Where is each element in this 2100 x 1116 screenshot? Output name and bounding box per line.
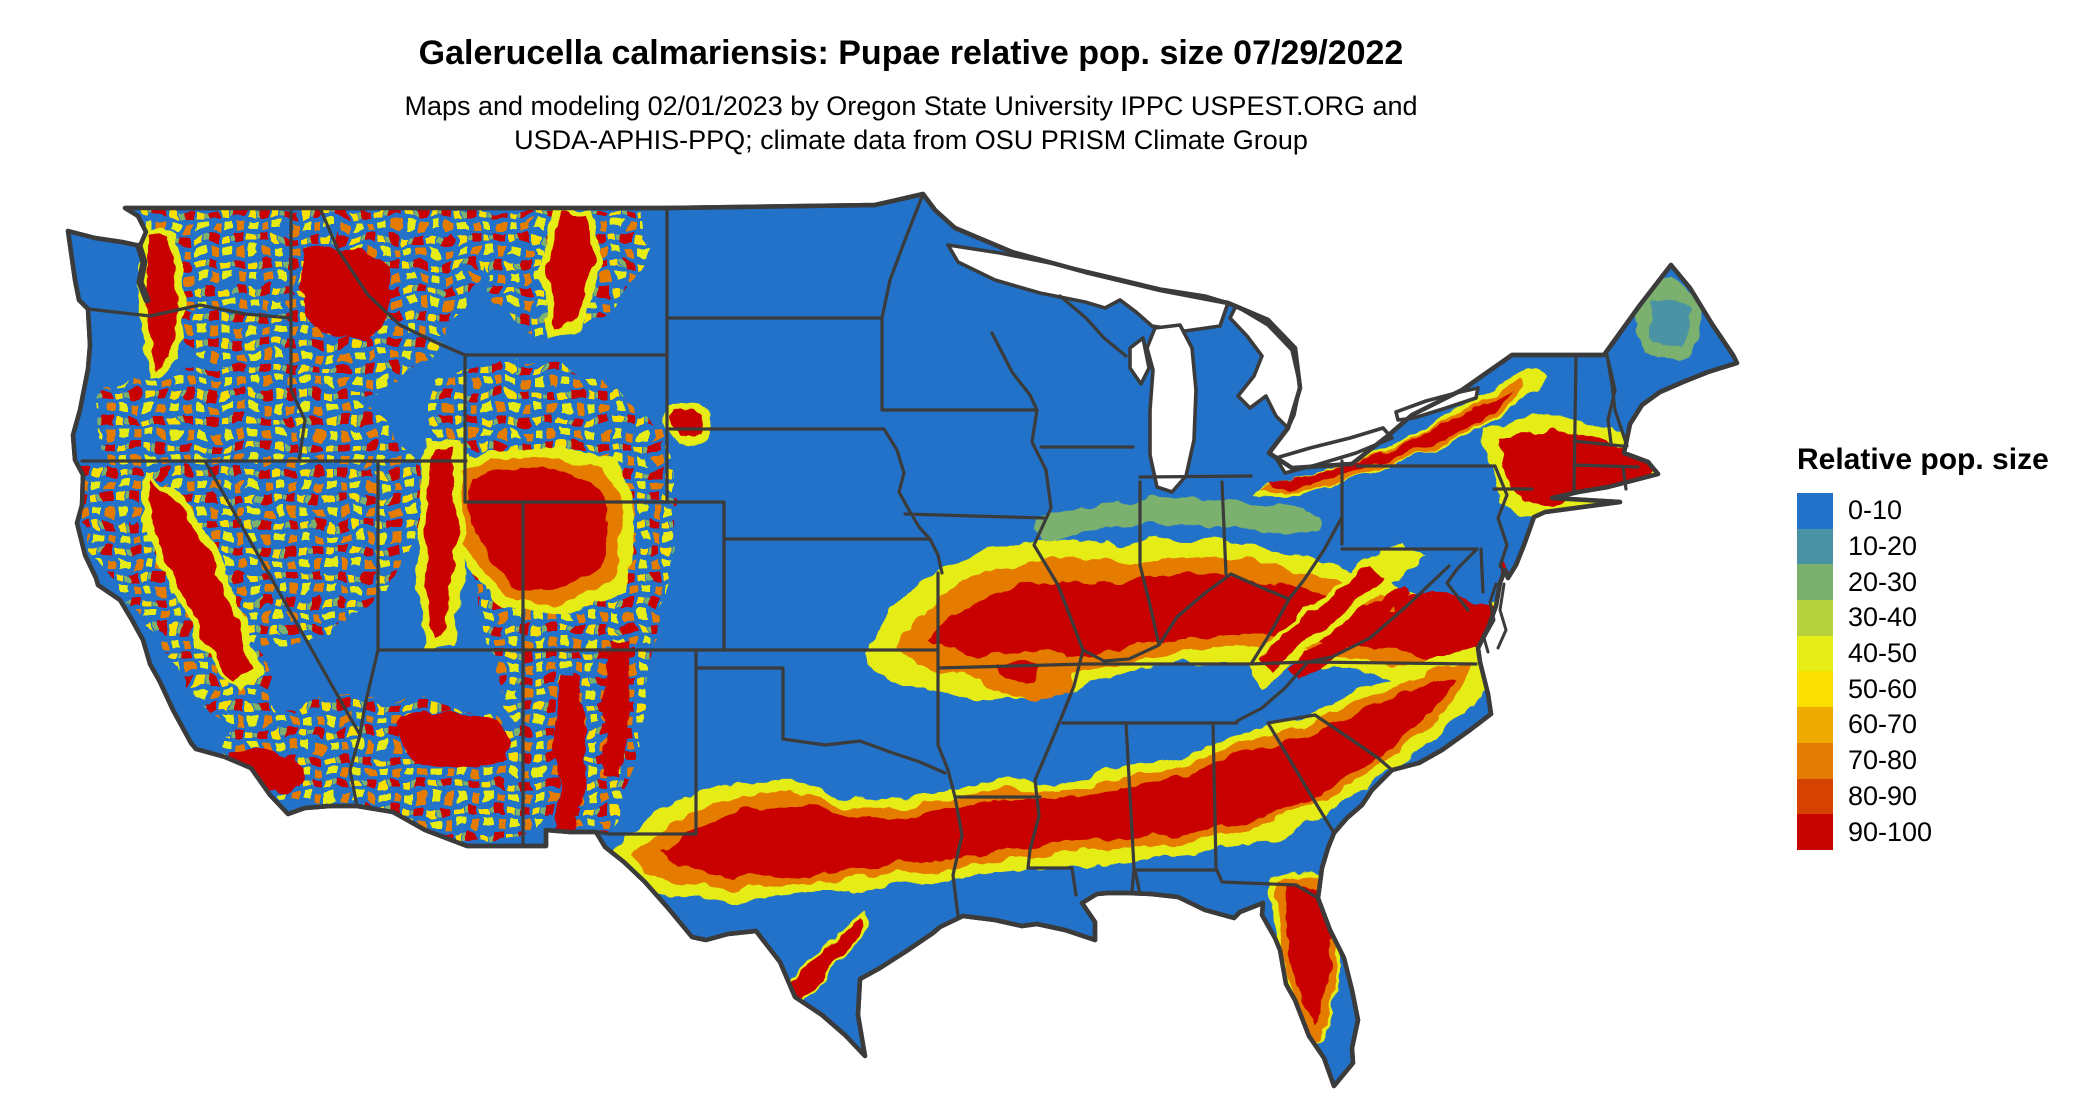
legend-swatch-60-70 [1797, 707, 1833, 743]
legend-row: 60-70 [1797, 707, 2097, 743]
legend-label: 40-50 [1848, 638, 1918, 669]
legend-row: 30-40 [1797, 600, 2097, 636]
legend-label: 50-60 [1848, 673, 1918, 704]
legend: Relative pop. size 0-10 10-20 20-30 30-4… [1797, 443, 2097, 850]
legend-swatch-70-80 [1797, 742, 1833, 779]
legend-label: 80-90 [1848, 780, 1918, 811]
legend-label: 90-100 [1848, 816, 1933, 847]
legend-label: 70-80 [1848, 745, 1918, 776]
header: Galerucella calmariensis: Pupae relative… [56, 0, 1766, 157]
legend-swatch-30-40 [1797, 600, 1833, 636]
lake-erie [1274, 426, 1394, 475]
subtitle-line-1: Maps and modeling 02/01/2023 by Oregon S… [404, 91, 1418, 121]
legend-row: 0-10 [1797, 493, 2097, 529]
puget-sound [135, 242, 151, 304]
legend-swatch-80-90 [1797, 778, 1833, 815]
legend-label: 10-20 [1848, 531, 1918, 562]
state-borders [80, 192, 1640, 918]
legend-row: 40-50 [1797, 635, 2097, 672]
legend-row: 50-60 [1797, 671, 2097, 708]
map-subtitle: Maps and modeling 02/01/2023 by Oregon S… [56, 89, 1766, 157]
legend-swatch-10-20 [1797, 528, 1833, 565]
legend-swatch-0-10 [1797, 493, 1833, 529]
legend-label: 0-10 [1848, 495, 1903, 526]
legend-swatch-20-30 [1797, 564, 1833, 601]
legend-rows: 0-10 10-20 20-30 30-40 40-50 50-60 60-70… [1797, 493, 2097, 850]
legend-row: 70-80 [1797, 742, 2097, 779]
page-title: Galerucella calmariensis: Pupae relative… [418, 34, 1404, 72]
legend-row: 10-20 [1797, 528, 2097, 565]
legend-swatch-40-50 [1797, 635, 1833, 672]
legend-title: Relative pop. size [1797, 443, 2049, 476]
legend-swatch-90-100 [1797, 814, 1833, 850]
green-bay [1128, 336, 1151, 386]
legend-swatch-50-60 [1797, 671, 1833, 708]
legend-row: 90-100 [1797, 814, 2097, 850]
subtitle-line-2: USDA-APHIS-PPQ; climate data from OSU PR… [514, 125, 1308, 155]
legend-row: 20-30 [1797, 564, 2097, 601]
legend-row: 80-90 [1797, 778, 2097, 815]
great-lakes [946, 243, 1480, 494]
lake-michigan [1145, 323, 1198, 494]
legend-label: 60-70 [1848, 709, 1918, 740]
chesapeake-bay-shorelines [1482, 582, 1508, 654]
legend-label: 20-30 [1848, 566, 1918, 597]
legend-label: 30-40 [1848, 602, 1918, 633]
